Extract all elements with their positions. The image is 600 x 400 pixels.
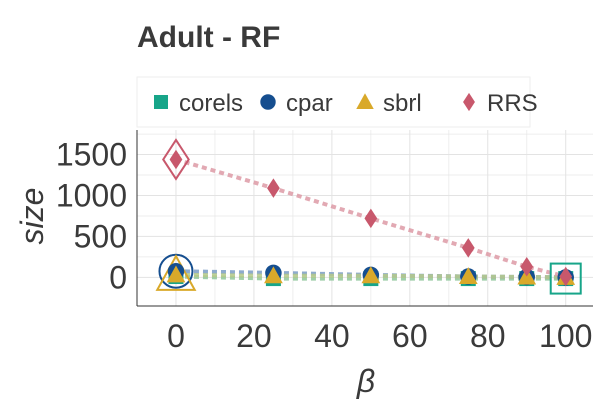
legend: corels cpar sbrl RRS xyxy=(137,77,538,127)
legend-marker-corels xyxy=(154,95,168,109)
point-RRS xyxy=(462,238,475,257)
x-tick-label: 100 xyxy=(539,318,592,354)
y-tick-label: 1500 xyxy=(56,137,127,173)
point-RRS xyxy=(364,209,377,229)
y-tick-label: 0 xyxy=(109,259,127,295)
x-tick-label: 60 xyxy=(392,318,428,354)
chart-title: Adult - RF xyxy=(137,21,280,54)
legend-label-RRS: RRS xyxy=(487,90,538,117)
x-tick-label: 40 xyxy=(314,318,350,354)
x-tick-label: 20 xyxy=(236,318,272,354)
y-tick-labels: 0 500 1000 1500 xyxy=(56,137,127,296)
legend-label-cpar: cpar xyxy=(286,90,333,117)
x-tick-labels: 0 20 40 60 80 100 xyxy=(167,318,592,354)
y-axis-label: size xyxy=(14,188,50,245)
point-RRS xyxy=(267,178,280,198)
legend-label-corels: corels xyxy=(179,90,243,117)
legend-marker-cpar xyxy=(260,94,275,109)
legend-label-sbrl: sbrl xyxy=(383,90,422,117)
x-tick-label: 0 xyxy=(167,318,185,354)
y-tick-label: 1000 xyxy=(56,177,127,213)
y-tick-label: 500 xyxy=(74,218,127,254)
x-axis-label: β xyxy=(356,363,375,399)
point-RRS xyxy=(170,150,183,170)
x-tick-label: 80 xyxy=(470,318,506,354)
